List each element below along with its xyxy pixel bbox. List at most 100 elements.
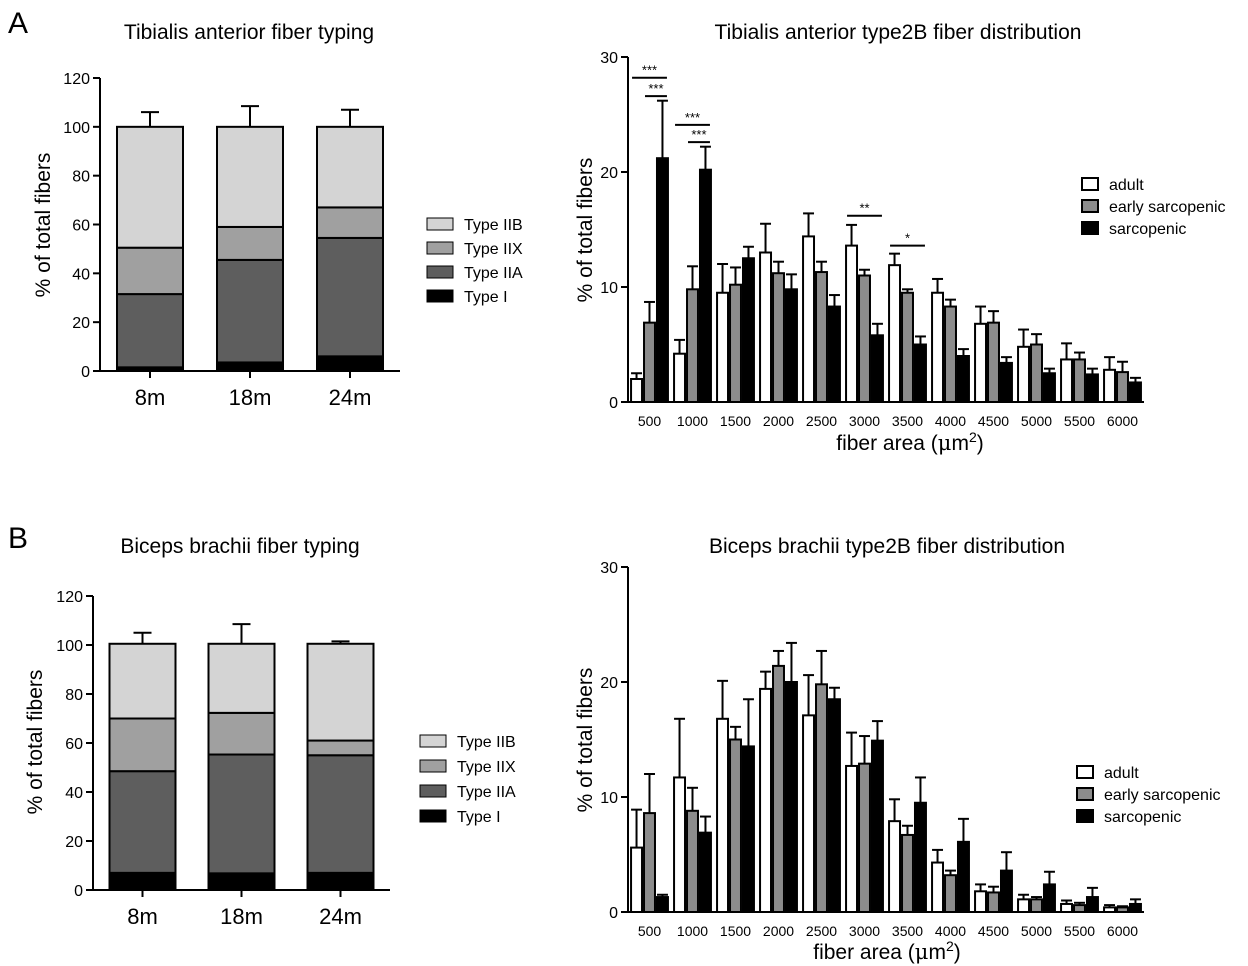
bar bbox=[673, 352, 687, 404]
bar bbox=[716, 291, 730, 403]
chart-title: Tibialis anterior type2B fiber distribut… bbox=[715, 21, 1082, 44]
chart-bb-fiber-typing: Biceps brachii fiber typing % of total f… bbox=[24, 535, 516, 929]
bar bbox=[987, 321, 1000, 403]
legend-label: Type IIX bbox=[457, 759, 516, 776]
bar bbox=[1042, 372, 1056, 403]
bar bbox=[1017, 898, 1031, 913]
bar bbox=[901, 833, 914, 914]
bar bbox=[913, 801, 927, 913]
x-tick-label: 500 bbox=[638, 923, 662, 939]
legend-swatch bbox=[419, 784, 447, 798]
bar bbox=[815, 271, 828, 403]
x-tick-label: 6000 bbox=[1107, 413, 1138, 429]
x-tick-label: 8m bbox=[135, 385, 166, 410]
bar bbox=[686, 809, 699, 913]
y-tick-label: 100 bbox=[56, 638, 83, 655]
x-tick-label: 5500 bbox=[1064, 413, 1095, 429]
chart-ta-type2b-distribution: Tibialis anterior type2B fiber distribut… bbox=[574, 21, 1226, 455]
bar bbox=[643, 321, 656, 403]
x-tick-label: 4500 bbox=[978, 413, 1009, 429]
x-axis-label: fiber area (μm2) bbox=[836, 429, 984, 455]
bar bbox=[784, 681, 798, 913]
x-tick-label: 4000 bbox=[935, 413, 966, 429]
stacked-bar-segment bbox=[207, 753, 276, 875]
bar bbox=[870, 334, 884, 403]
x-tick-label: 5000 bbox=[1021, 413, 1052, 429]
y-tick-label: 100 bbox=[63, 120, 90, 137]
stacked-bar-segment bbox=[306, 739, 375, 757]
significance-label: *** bbox=[691, 127, 706, 142]
x-tick-label: 18m bbox=[229, 385, 272, 410]
y-tick-label: 10 bbox=[600, 280, 618, 297]
y-tick-label: 30 bbox=[600, 560, 618, 577]
bar bbox=[827, 698, 841, 913]
y-tick-label: 120 bbox=[56, 589, 83, 606]
stacked-bar-segment bbox=[316, 236, 384, 358]
significance-label: ** bbox=[859, 201, 869, 216]
bar bbox=[784, 288, 798, 403]
legend-label: Type IIB bbox=[457, 734, 516, 751]
bar bbox=[655, 157, 669, 403]
bar bbox=[741, 745, 755, 914]
bar bbox=[827, 305, 841, 403]
stacked-bar-segment bbox=[108, 642, 177, 720]
bar bbox=[888, 264, 902, 403]
legend-swatch bbox=[1081, 221, 1099, 235]
legend-label: Type IIA bbox=[457, 784, 516, 801]
y-tick-label: 80 bbox=[72, 169, 90, 186]
bar bbox=[901, 291, 914, 403]
legend-swatch bbox=[426, 241, 454, 255]
bar bbox=[944, 874, 957, 914]
x-tick-label: 8m bbox=[127, 904, 158, 929]
x-tick-label: 1500 bbox=[720, 413, 751, 429]
stacked-bar-segment bbox=[207, 872, 276, 892]
x-tick-label: 2500 bbox=[806, 923, 837, 939]
stacked-bar-segment bbox=[108, 871, 177, 891]
stacked-bar-segment bbox=[108, 770, 177, 874]
x-tick-label: 3000 bbox=[849, 413, 880, 429]
chart-title: Biceps brachii fiber typing bbox=[120, 535, 359, 558]
y-tick-label: 40 bbox=[65, 785, 83, 802]
stacked-bar-segment bbox=[306, 871, 375, 891]
y-axis-label: % of total fibers bbox=[24, 670, 47, 815]
legend-swatch bbox=[419, 809, 447, 823]
x-tick-label: 1000 bbox=[677, 923, 708, 939]
x-tick-label: 1000 bbox=[677, 413, 708, 429]
y-tick-label: 20 bbox=[65, 834, 83, 851]
legend-swatch bbox=[1081, 177, 1099, 191]
y-tick-label: 10 bbox=[600, 790, 618, 807]
legend-swatch bbox=[1076, 809, 1094, 823]
legend-swatch bbox=[1076, 787, 1094, 801]
x-tick-label: 6000 bbox=[1107, 923, 1138, 939]
bar bbox=[673, 776, 687, 914]
bar bbox=[1128, 902, 1142, 914]
bar bbox=[1073, 358, 1086, 404]
bar bbox=[655, 896, 669, 913]
bar bbox=[1103, 906, 1117, 914]
x-tick-label: 2500 bbox=[806, 413, 837, 429]
legend-swatch bbox=[426, 217, 454, 231]
legend-label: early sarcopenic bbox=[1104, 787, 1221, 804]
bar bbox=[1030, 898, 1043, 913]
y-tick-label: 0 bbox=[609, 905, 618, 922]
x-tick-label: 24m bbox=[329, 385, 372, 410]
bar bbox=[913, 343, 927, 403]
stacked-bar-segment bbox=[207, 642, 276, 714]
x-tick-label: 3000 bbox=[849, 923, 880, 939]
y-tick-label: 60 bbox=[72, 218, 90, 235]
significance-label: *** bbox=[685, 110, 700, 125]
x-tick-label: 2000 bbox=[763, 923, 794, 939]
y-tick-label: 20 bbox=[72, 315, 90, 332]
legend-swatch bbox=[419, 734, 447, 748]
y-tick-label: 30 bbox=[600, 50, 618, 67]
stacked-bar-segment bbox=[306, 754, 375, 874]
bar bbox=[716, 717, 730, 913]
legend-label: Type I bbox=[457, 809, 501, 826]
bar bbox=[698, 831, 712, 914]
x-tick-label: 5500 bbox=[1064, 923, 1095, 939]
panel-letter-a: A bbox=[8, 7, 28, 40]
bar bbox=[1017, 345, 1031, 403]
bar bbox=[1060, 358, 1074, 404]
y-axis-label: % of total fibers bbox=[574, 158, 597, 303]
